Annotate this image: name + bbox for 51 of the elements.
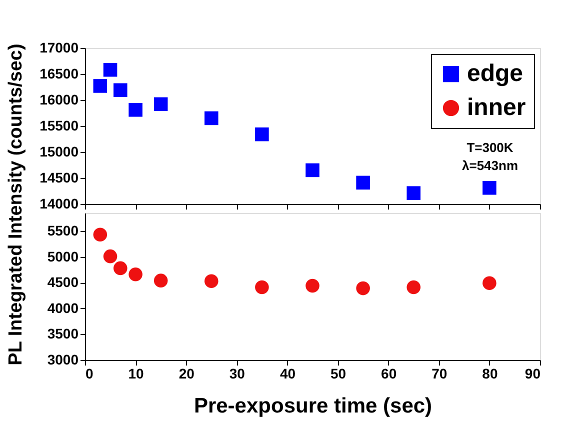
x-axis-title: Pre-exposure time (sec) <box>194 394 432 418</box>
point <box>204 111 218 126</box>
legend-label: edge <box>467 60 524 87</box>
point <box>128 102 142 117</box>
point <box>356 281 370 296</box>
point <box>154 97 168 112</box>
x-tick-label: 40 <box>280 366 296 382</box>
x-tick-label: 80 <box>482 366 498 382</box>
legend-label: inner <box>467 94 526 121</box>
annotation: λ=543nm <box>462 158 518 173</box>
y-tick-label: 15000 <box>40 144 79 160</box>
point <box>406 186 421 200</box>
y-axis-title: PL Integrated Intensity (counts/sec) <box>6 44 27 366</box>
point <box>255 280 269 294</box>
x-tick-label: 60 <box>381 366 397 382</box>
y-tick-label: 4000 <box>47 300 79 316</box>
point <box>128 268 142 282</box>
point <box>356 176 370 190</box>
point <box>306 278 320 293</box>
y-tick-label: 5500 <box>47 222 79 239</box>
point <box>103 249 118 264</box>
annotation: T=300K <box>466 140 514 155</box>
y-tick-label: 5000 <box>47 248 79 264</box>
x-tick-label: 90 <box>524 366 541 382</box>
point <box>93 79 108 93</box>
point <box>255 127 269 142</box>
point <box>306 163 320 178</box>
x-tick-label: 70 <box>432 366 448 382</box>
y-tick-label: 4500 <box>47 274 79 290</box>
point <box>93 228 108 242</box>
y-tick-label: 3500 <box>47 326 79 342</box>
point <box>406 280 421 294</box>
x-tick-label: 0 <box>86 366 94 382</box>
point <box>154 274 168 288</box>
y-tick-label: 14500 <box>40 170 79 186</box>
point <box>482 276 496 290</box>
y-tick-label: 3000 <box>47 352 79 368</box>
x-tick-label: 50 <box>330 366 346 382</box>
y-tick-label: 16000 <box>40 92 79 108</box>
x-tick-label: 10 <box>128 366 144 382</box>
y-tick-label: 14000 <box>40 196 79 212</box>
point <box>482 180 496 195</box>
x-tick-label: 30 <box>229 366 246 382</box>
point <box>113 83 128 98</box>
point <box>113 261 128 276</box>
y-tick-label: 16500 <box>40 66 79 82</box>
y-tick-label: 15500 <box>40 118 79 134</box>
y-tick-label: 17000 <box>40 40 79 56</box>
x-tick-label: 20 <box>178 366 195 382</box>
point <box>204 274 218 288</box>
point <box>103 62 118 77</box>
